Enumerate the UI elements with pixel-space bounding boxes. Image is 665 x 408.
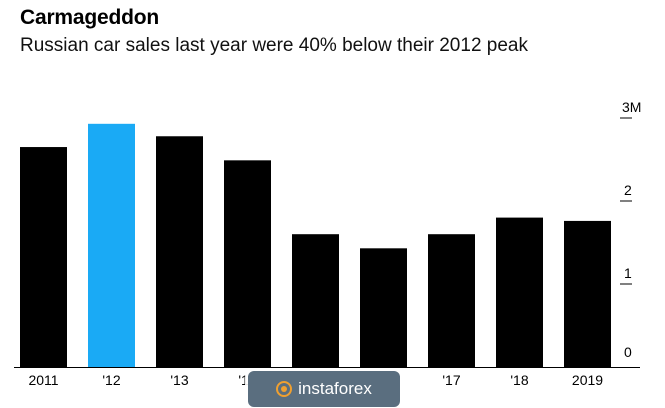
x-tick-label: '17 (442, 372, 460, 388)
x-tick-label: '18 (510, 372, 528, 388)
chart-subtitle: Russian car sales last year were 40% bel… (20, 35, 528, 56)
bar-'13 (156, 136, 203, 367)
bar-'14 (224, 160, 271, 367)
bar-'15 (292, 234, 339, 367)
x-tick-label: '12 (102, 372, 120, 388)
watermark-badge: instaforex (248, 371, 400, 407)
x-tick-label: 2011 (28, 372, 58, 388)
x-tick-label: 2019 (572, 372, 603, 388)
bar-2011 (20, 147, 67, 367)
y-tick-label: 0 (624, 344, 632, 360)
chart-title: Carmageddon (20, 6, 159, 29)
watermark-text: instaforex (298, 379, 372, 398)
y-tick-label: 1 (624, 265, 632, 281)
y-axis: 0 1 2 3M (620, 99, 641, 360)
instaforex-logo-icon (276, 381, 293, 397)
bar-2019 (564, 220, 611, 367)
bar-'16 (360, 248, 407, 367)
x-tick-label: '13 (170, 372, 188, 388)
bars-group (20, 123, 611, 367)
y-tick-label: 3M (622, 99, 641, 115)
bar-'18 (496, 217, 543, 367)
bar-'12 (88, 123, 135, 367)
y-tick-label: 2 (624, 182, 632, 198)
bar-'17 (428, 234, 475, 367)
